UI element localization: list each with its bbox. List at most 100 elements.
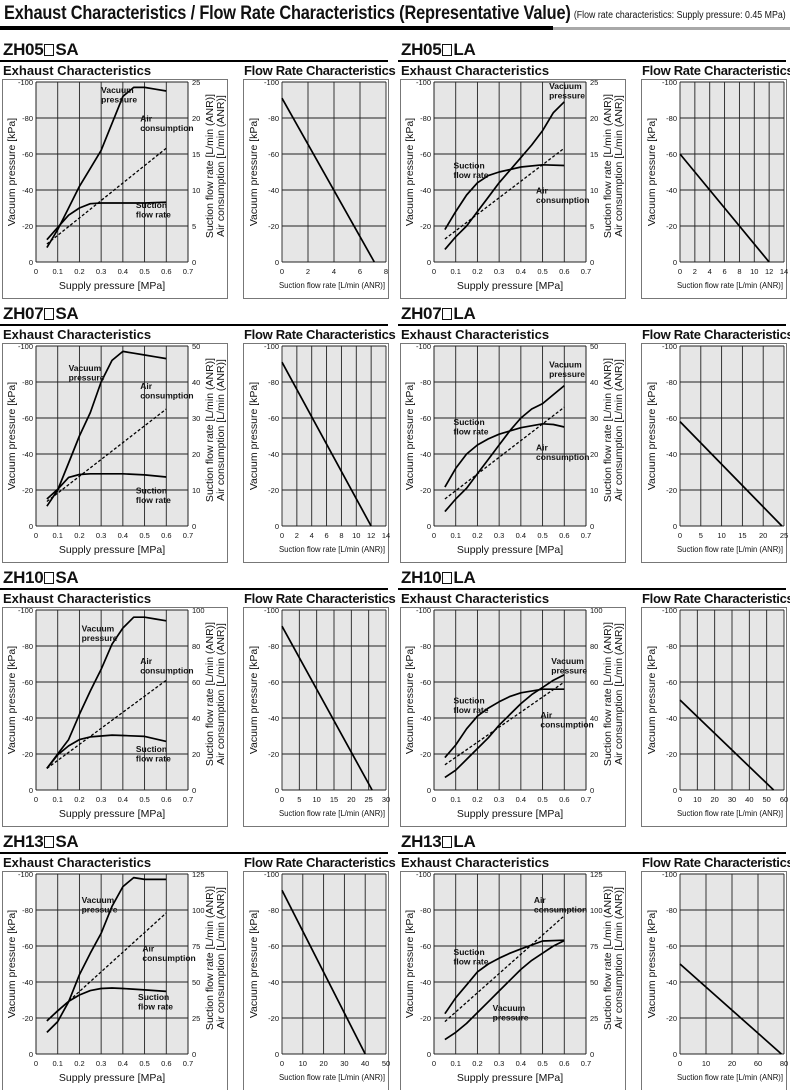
annotation-line-1: Suction <box>136 744 167 754</box>
x-tick-label: 0.5 <box>139 795 149 804</box>
x-tick-label: 0 <box>432 795 436 804</box>
x-tick-label: 10 <box>352 531 360 540</box>
x-tick-label: 0.1 <box>450 531 460 540</box>
x-tick-label: 12 <box>367 531 375 540</box>
x-tick-label: 6 <box>358 267 362 276</box>
x-axis-label: Supply pressure [MPa] <box>59 280 165 292</box>
y-axis-label: Vacuum pressure [kPa] <box>404 118 416 226</box>
x-tick-label: 0 <box>280 267 284 276</box>
y-tick-label: -20 <box>268 486 279 495</box>
header: Exhaust Characteristics / Flow Rate Char… <box>0 0 790 30</box>
suction-flow-rate-line <box>46 472 167 500</box>
x-tick-label: 8 <box>339 531 343 540</box>
x-tick-label: 20 <box>759 531 767 540</box>
x-axis-label: Suction flow rate [L/min (ANR)] <box>279 280 385 290</box>
y2-axis-label-air: Air consumption [L/min (ANR)] <box>215 887 227 1029</box>
y-tick-label: -20 <box>268 222 279 231</box>
y2-tick-label: 25 <box>590 1014 598 1023</box>
y-tick-label: -80 <box>666 906 677 915</box>
y-tick-label: 0 <box>427 522 431 531</box>
y-tick-label: -100 <box>662 606 677 615</box>
x-tick-label: 25 <box>780 531 788 540</box>
model-prefix: ZH07 <box>3 304 44 323</box>
header-rule-light <box>553 27 790 30</box>
annotation-line-1: Air <box>536 442 549 452</box>
model-option-box-icon <box>44 44 55 56</box>
annotation-line-2: consumption <box>142 953 195 963</box>
flow-rate-chart: 0 2 4 6 8 10 12 14 0 -20 -40 -60 -80 -100 Suction flow… <box>641 78 788 299</box>
flow-chart-title: Flow Rate Characteristics <box>244 63 396 78</box>
y-tick-label: -100 <box>264 78 279 87</box>
model-prefix: ZH13 <box>3 832 44 851</box>
annotation-line-1: Air <box>536 186 549 196</box>
y2-tick-label: 10 <box>590 186 598 195</box>
y-tick-label: -60 <box>420 942 431 951</box>
y-axis-label: Vacuum pressure [kPa] <box>248 118 260 226</box>
y-tick-label: -100 <box>416 870 431 879</box>
y-tick-label: -80 <box>666 642 677 651</box>
y-tick-label: -40 <box>268 714 279 723</box>
y-axis-label: Vacuum pressure [kPa] <box>646 118 658 226</box>
model-title: ZH10 SA <box>3 568 79 588</box>
y-tick-label: 0 <box>275 522 279 531</box>
annotation-line-1: Vacuum <box>493 1003 526 1013</box>
y-axis-label: Vacuum pressure [kPa] <box>248 910 260 1018</box>
annotation-line-2: flow rate <box>454 957 489 967</box>
annotation-line-2: pressure <box>82 633 118 643</box>
suction-flow-rate-line <box>46 734 167 769</box>
y2-tick-label: 0 <box>192 258 196 267</box>
y2-axis-label-suction: Suction flow rate [L/min (ANR)] <box>204 886 216 1030</box>
y-axis-label: Vacuum pressure [kPa] <box>6 118 18 226</box>
x-tick-label: 14 <box>780 267 788 276</box>
x-axis-label: Suction flow rate [L/min (ANR)] <box>279 544 385 554</box>
y2-tick-label: 40 <box>590 378 598 387</box>
y-tick-label: -20 <box>268 1014 279 1023</box>
annotation-line-2: pressure <box>549 369 585 379</box>
model-title: ZH07 LA <box>401 304 476 324</box>
x-tick-label: 0.2 <box>74 1059 84 1068</box>
model-option-box-icon <box>44 836 55 848</box>
vacuum-pressure-line <box>46 616 167 769</box>
x-tick-label: 5 <box>699 531 703 540</box>
x-tick-label: 0.1 <box>450 795 460 804</box>
x-tick-label: 0.7 <box>581 531 591 540</box>
y-tick-label: -20 <box>666 486 677 495</box>
x-axis-label: Supply pressure [MPa] <box>59 544 165 556</box>
flow-chart-title: Flow Rate Characteristics <box>244 591 396 606</box>
annotation-line-2: consumption <box>534 904 587 914</box>
annotation-line-1: Vacuum <box>82 624 115 634</box>
annotation-line-1: Suction <box>454 417 485 427</box>
suction-flow-rate-line <box>46 201 167 241</box>
model-suffix: LA <box>453 568 476 587</box>
plot-area <box>36 874 188 1054</box>
section-rule <box>398 588 786 590</box>
x-tick-label: 0.6 <box>559 1059 569 1068</box>
x-tick-label: 40 <box>361 1059 369 1068</box>
y-tick-label: -100 <box>662 870 677 879</box>
model-title: ZH10 LA <box>401 568 476 588</box>
y-tick-label: -80 <box>268 378 279 387</box>
flow-chart-title: Flow Rate Characteristics <box>642 855 790 870</box>
y-tick-label: 0 <box>673 1050 677 1059</box>
model-suffix: LA <box>453 832 476 851</box>
y-tick-label: -40 <box>666 186 677 195</box>
x-tick-label: 50 <box>762 795 770 804</box>
section-rule <box>0 588 388 590</box>
x-tick-label: 0 <box>678 531 682 540</box>
annotation-line-2: consumption <box>536 452 589 462</box>
y-tick-label: -100 <box>264 870 279 879</box>
x-tick-label: 0 <box>678 267 682 276</box>
annotation-line-2: consumption <box>540 720 593 730</box>
model-prefix: ZH07 <box>401 304 442 323</box>
annotation-line-1: Air <box>142 943 155 953</box>
y2-axis-label-air: Air consumption [L/min (ANR)] <box>215 95 227 237</box>
y-axis-label: Vacuum pressure [kPa] <box>404 382 416 490</box>
y-tick-label: -20 <box>666 222 677 231</box>
y2-tick-label: 20 <box>590 450 598 459</box>
model-option-box-icon <box>442 308 453 320</box>
exhaust-chart: 0 0.1 0.2 0.3 0.4 0.5 0.6 0.70-20-40-60-80-1000… <box>2 870 228 1090</box>
x-tick-label: 60 <box>780 795 788 804</box>
model-option-box-icon <box>44 308 55 320</box>
